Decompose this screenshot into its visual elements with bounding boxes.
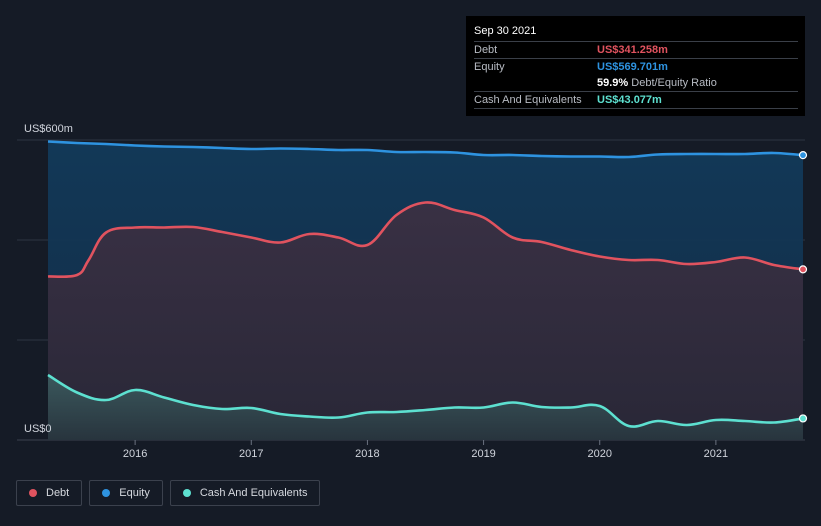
- tooltip-date: Sep 30 2021: [474, 23, 798, 42]
- x-tick-label-2016: 2016: [123, 448, 147, 460]
- area-debt: [48, 202, 803, 440]
- tooltip-cash-value: US$43.077m: [597, 94, 662, 106]
- legend: Debt Equity Cash And Equivalents: [16, 480, 321, 506]
- tooltip-row-ratio: 59.9% Debt/Equity Ratio: [474, 75, 798, 92]
- endpoint-debt: [798, 265, 808, 274]
- legend-dot-equity: [102, 489, 111, 497]
- legend-item-debt[interactable]: Debt: [16, 480, 83, 506]
- x-tick-label-2019: 2019: [471, 448, 495, 460]
- tooltip-panel: Sep 30 2021 Debt US$341.258m Equity US$5…: [466, 16, 805, 116]
- tooltip-ratio-label: Debt/Equity Ratio: [631, 77, 717, 89]
- x-tick-label-2020: 2020: [587, 448, 611, 460]
- legend-label-cash: Cash And Equivalents: [199, 487, 308, 499]
- tooltip-ratio: 59.9% Debt/Equity Ratio: [597, 75, 717, 91]
- tooltip-row-debt: Debt US$341.258m: [474, 42, 798, 59]
- legend-item-cash[interactable]: Cash And Equivalents: [169, 480, 321, 506]
- tooltip-equity-label: Equity: [474, 61, 505, 73]
- tooltip-equity-value: US$569.701m: [597, 61, 668, 73]
- tooltip-row-cash: Cash And Equivalents US$43.077m: [474, 92, 798, 109]
- y-axis-bottom-label: US$0: [24, 423, 52, 435]
- legend-label-equity: Equity: [119, 487, 150, 499]
- tooltip-debt-value: US$341.258m: [597, 44, 668, 56]
- legend-label-debt: Debt: [46, 487, 70, 499]
- tooltip-debt-label: Debt: [474, 44, 498, 56]
- line-equity: [47, 140, 804, 159]
- endpoint-equity: [798, 151, 808, 160]
- line-cash-and-equivalents: [47, 373, 804, 428]
- x-tick-label-2021: 2021: [704, 448, 728, 460]
- area-cash-and-equivalents: [48, 375, 803, 440]
- endpoint-cash-and-equivalents: [798, 414, 808, 423]
- y-axis-top-label: US$600m: [24, 123, 73, 135]
- legend-dot-cash: [182, 489, 191, 497]
- x-tick-label-2018: 2018: [355, 448, 379, 460]
- x-tick-label-2017: 2017: [239, 448, 263, 460]
- tooltip-ratio-value: 59.9%: [597, 77, 629, 89]
- tooltip-row-equity: Equity US$569.701m: [474, 59, 798, 75]
- tooltip-cash-label: Cash And Equivalents: [474, 94, 582, 106]
- legend-item-equity[interactable]: Equity: [89, 480, 163, 506]
- legend-dot-debt: [29, 489, 37, 497]
- line-debt: [47, 201, 804, 279]
